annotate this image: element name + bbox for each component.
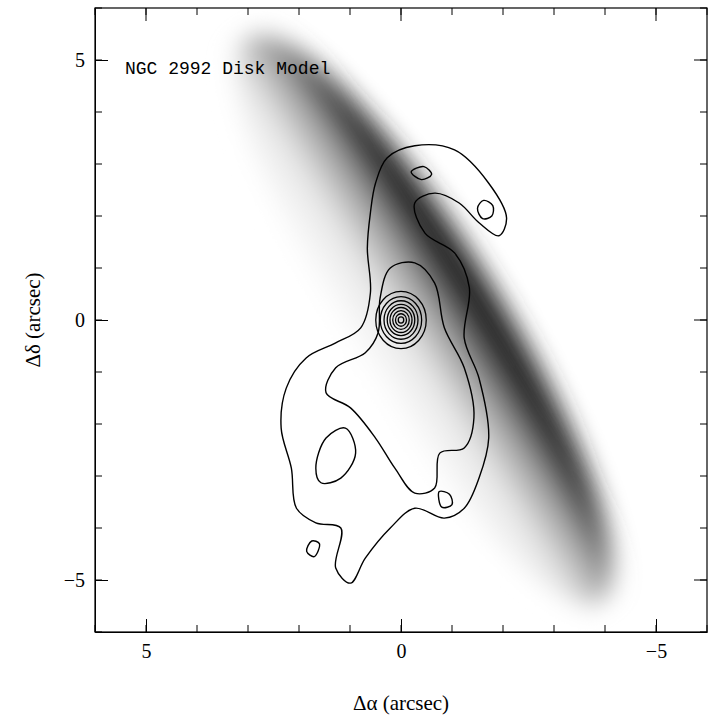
minor-tick bbox=[95, 112, 102, 113]
tick-label: −5 bbox=[646, 640, 667, 662]
tick-mark bbox=[95, 320, 108, 321]
minor-tick bbox=[95, 268, 102, 269]
tick: 5 bbox=[142, 619, 152, 662]
minor-tick bbox=[95, 424, 102, 425]
minor-tick bbox=[700, 268, 707, 269]
minor-tick bbox=[707, 625, 708, 632]
plot-area bbox=[183, 8, 665, 632]
major-tick bbox=[694, 580, 707, 581]
x-axis: 5 0 −5 bbox=[96, 619, 708, 662]
nucleus-contour bbox=[395, 314, 406, 326]
x-axis-title: Δα (arcsec) bbox=[353, 691, 449, 715]
minor-tick bbox=[503, 625, 504, 632]
y-axis: −5 0 5 bbox=[64, 9, 108, 633]
minor-tick bbox=[350, 625, 351, 632]
minor-tick bbox=[95, 8, 102, 9]
tick-label: 0 bbox=[397, 640, 407, 662]
nucleus-contour bbox=[390, 308, 412, 333]
contour bbox=[438, 491, 452, 508]
nucleus-contour bbox=[393, 311, 410, 330]
minor-tick bbox=[299, 625, 300, 632]
minor-tick bbox=[350, 8, 351, 15]
contour bbox=[477, 200, 493, 219]
contour bbox=[316, 428, 356, 484]
disk-model bbox=[183, 8, 665, 632]
minor-tick bbox=[95, 372, 102, 373]
nucleus-contour bbox=[376, 291, 426, 348]
tick-mark bbox=[401, 619, 402, 632]
frame bbox=[95, 8, 707, 632]
minor-tick bbox=[95, 164, 102, 165]
minor-tick bbox=[707, 8, 708, 15]
minor-tick bbox=[452, 8, 453, 15]
minor-tick bbox=[299, 8, 300, 15]
tick-mark bbox=[95, 60, 108, 61]
minor-tick bbox=[605, 8, 606, 15]
minor-tick bbox=[700, 424, 707, 425]
minor-tick bbox=[95, 476, 102, 477]
nucleus-contour bbox=[398, 317, 404, 323]
contour bbox=[281, 145, 507, 583]
minor-tick bbox=[452, 625, 453, 632]
major-tick bbox=[656, 8, 657, 21]
tick-label: 5 bbox=[142, 640, 152, 662]
tick-label: −5 bbox=[64, 569, 85, 591]
tick: 0 bbox=[75, 309, 108, 331]
minor-tick bbox=[95, 216, 102, 217]
contour bbox=[411, 167, 431, 180]
nucleus-contour bbox=[384, 301, 418, 339]
minor-tick bbox=[700, 112, 707, 113]
minor-tick bbox=[700, 164, 707, 165]
minor-ticks bbox=[95, 8, 707, 632]
major-tick bbox=[694, 320, 707, 321]
minor-tick bbox=[700, 528, 707, 529]
minor-tick bbox=[700, 372, 707, 373]
contour bbox=[326, 262, 474, 494]
major-tick bbox=[401, 8, 402, 21]
nucleus-contour bbox=[387, 304, 415, 335]
minor-tick bbox=[700, 216, 707, 217]
tick-mark bbox=[656, 619, 657, 632]
minor-tick bbox=[700, 8, 707, 9]
axis-line bbox=[96, 632, 708, 633]
y-axis-title: Δδ (arcsec) bbox=[21, 272, 45, 367]
minor-tick bbox=[197, 625, 198, 632]
tick-label: 0 bbox=[75, 309, 85, 331]
title: NGC 2992 Disk Model bbox=[125, 59, 330, 79]
chart: 5 0 −5 −5 0 5 NGC 2992 Disk Model Δα (arcsec) Δδ… bbox=[0, 0, 718, 724]
minor-tick bbox=[95, 528, 102, 529]
minor-tick bbox=[605, 625, 606, 632]
minor-tick bbox=[197, 8, 198, 15]
tick-label: 5 bbox=[75, 49, 85, 71]
minor-tick bbox=[700, 476, 707, 477]
tick: −5 bbox=[646, 619, 667, 662]
tick-mark bbox=[95, 580, 108, 581]
minor-tick bbox=[554, 625, 555, 632]
tick: 0 bbox=[397, 619, 407, 662]
minor-tick bbox=[248, 625, 249, 632]
minor-tick bbox=[248, 8, 249, 15]
major-tick bbox=[146, 8, 147, 21]
tick: −5 bbox=[64, 569, 108, 591]
tick: 5 bbox=[75, 49, 108, 71]
minor-tick bbox=[503, 8, 504, 15]
tick-mark bbox=[146, 619, 147, 632]
nucleus-contour bbox=[380, 297, 421, 344]
contour bbox=[307, 541, 320, 557]
major-tick bbox=[694, 60, 707, 61]
minor-tick bbox=[554, 8, 555, 15]
